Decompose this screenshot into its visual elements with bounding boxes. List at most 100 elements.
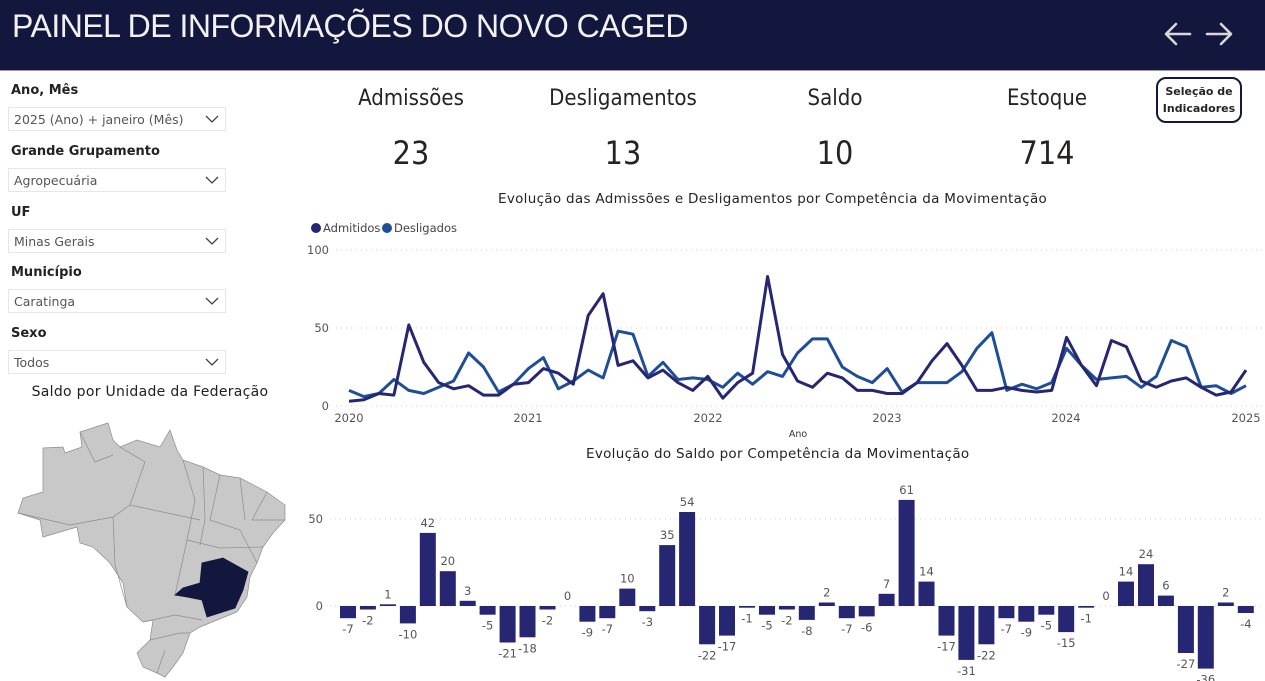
series-line-admitidos[interactable] (348, 275, 1248, 403)
bar-data-label: 3 (464, 584, 471, 598)
bar[interactable] (340, 606, 356, 619)
bar[interactable] (659, 545, 676, 606)
bar[interactable] (619, 588, 636, 606)
selecao-indicadores-button[interactable]: Seleção de Indicadores (1156, 77, 1242, 123)
bar[interactable] (1118, 581, 1134, 606)
y-tick-0: 0 (322, 399, 329, 413)
bar-data-label: -18 (518, 641, 537, 655)
bar[interactable] (918, 581, 935, 606)
bar[interactable] (1197, 606, 1214, 669)
bar[interactable] (419, 532, 436, 606)
kpi-value: 13 (604, 134, 642, 172)
bar[interactable] (459, 600, 476, 606)
bar[interactable] (978, 606, 995, 645)
bar[interactable] (778, 606, 795, 610)
bar[interactable] (639, 606, 656, 612)
filter-value: 2025 (Ano) + janeiro (Mês) (14, 112, 184, 127)
bar[interactable] (439, 571, 456, 606)
bar[interactable] (1078, 606, 1095, 608)
bar[interactable] (539, 606, 556, 610)
bar[interactable] (1038, 606, 1055, 615)
kpi-value: 23 (392, 134, 430, 172)
bar[interactable] (1157, 595, 1174, 606)
brazil-map[interactable] (0, 415, 300, 681)
bar[interactable] (599, 606, 616, 619)
bar[interactable] (1058, 606, 1075, 633)
page-title: PAINEL DE INFORMAÇÕES DO NOVO CAGED (12, 8, 688, 44)
bar[interactable] (1177, 606, 1194, 653)
bar-data-label: -36 (1196, 673, 1215, 681)
bar-data-label: -3 (642, 615, 653, 629)
bar[interactable] (818, 602, 835, 607)
bar[interactable] (858, 606, 875, 617)
bar-data-label: 14 (1119, 565, 1134, 579)
filter-value: Agropecuária (14, 173, 98, 188)
bar[interactable] (739, 606, 755, 608)
bar-data-label: -27 (1177, 657, 1196, 671)
bar[interactable] (679, 512, 696, 606)
bar[interactable] (499, 606, 516, 643)
bar-data-label: -17 (937, 640, 956, 654)
bar[interactable] (399, 606, 416, 624)
bar[interactable] (838, 606, 855, 619)
bar[interactable] (359, 606, 376, 610)
map-region-brazil[interactable] (17, 422, 286, 678)
bar-data-label: -7 (1001, 622, 1012, 636)
chevron-down-icon (205, 115, 219, 123)
filter-select-uf[interactable]: Minas Gerais (8, 229, 226, 253)
bar-data-label: -5 (761, 619, 772, 633)
bar[interactable] (719, 606, 735, 636)
filter-select-ano-mes[interactable]: 2025 (Ano) + janeiro (Mês) (8, 107, 226, 131)
filter-select-sexo[interactable]: Todos (8, 350, 226, 374)
bar[interactable] (798, 606, 815, 620)
bar[interactable] (938, 606, 955, 636)
bar-data-label: -5 (482, 619, 493, 633)
kpi-label: Admissões (358, 86, 464, 111)
bar[interactable] (519, 606, 536, 638)
bar[interactable] (898, 499, 915, 606)
bars (340, 499, 1254, 669)
map-region-minas-gerais[interactable] (174, 557, 249, 618)
bar[interactable] (579, 606, 596, 622)
bar-data-label: -21 (498, 647, 517, 661)
filter-label-municipio: Município (11, 265, 82, 280)
bar[interactable] (878, 593, 895, 606)
legend-admitidos-marker (311, 223, 321, 233)
bar[interactable] (699, 606, 716, 645)
bar-data-label: -6 (861, 620, 872, 634)
bar-data-label: -9 (1021, 626, 1032, 640)
bar-data-label: 54 (680, 495, 695, 509)
arrow-right-icon (1205, 22, 1233, 46)
x-tick-2023: 2023 (872, 411, 901, 425)
bar[interactable] (1237, 606, 1254, 613)
bar-data-label: -10 (399, 627, 418, 641)
bar[interactable] (379, 604, 396, 606)
bar[interactable] (759, 606, 775, 615)
bar[interactable] (1018, 606, 1035, 622)
legend-desligados-label[interactable]: Desligados (394, 221, 457, 235)
legend-admitidos-label[interactable]: Admitidos (323, 221, 380, 235)
back-button[interactable] (1162, 18, 1194, 50)
forward-button[interactable] (1203, 18, 1235, 50)
bar-data-label: -15 (1057, 636, 1076, 650)
bar-chart-title: Evolução do Saldo por Competência da Mov… (586, 446, 970, 462)
bar[interactable] (1138, 564, 1154, 606)
kpi-label: Estoque (1006, 86, 1088, 111)
filter-label-ano-mes: Ano, Mês (11, 83, 79, 98)
filter-select-municipio[interactable]: Caratinga (8, 289, 226, 313)
bar-data-label: -7 (602, 622, 613, 636)
button-label-line2: Indicadores (1162, 102, 1236, 115)
bar[interactable] (998, 606, 1015, 619)
bar[interactable] (958, 606, 975, 660)
bar[interactable] (479, 606, 496, 615)
bar[interactable] (1217, 602, 1234, 607)
y-tick-50: 50 (314, 321, 329, 335)
filter-label-grande-grupamento: Grande Grupamento (11, 144, 160, 159)
bar-data-label: -5 (1041, 619, 1052, 633)
bar-data-label: 0 (1102, 589, 1109, 603)
filter-select-grande-grupamento[interactable]: Agropecuária (8, 168, 226, 192)
x-ticks: 2020 2021 2022 2023 2024 2025 (334, 411, 1260, 425)
series-line-desligados[interactable] (348, 329, 1247, 399)
arrow-left-icon (1164, 22, 1192, 46)
